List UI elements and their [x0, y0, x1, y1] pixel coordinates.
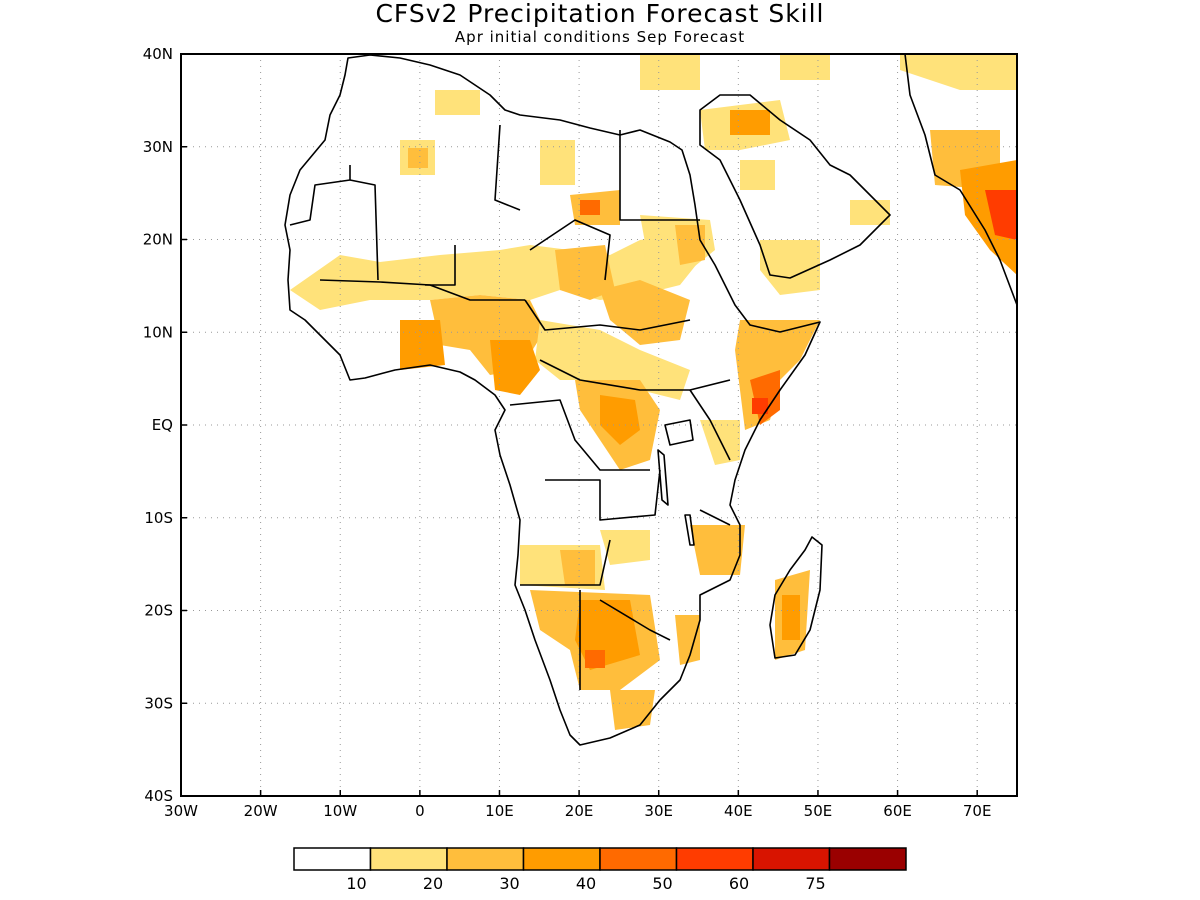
lat-tick-label: 40N — [143, 45, 173, 63]
patch-cameroon — [490, 340, 540, 395]
colorbar-swatch — [599, 847, 678, 871]
lat-tick-label: 10S — [144, 509, 173, 527]
india-coastline — [904, 53, 1018, 306]
colorbar-swatch — [522, 847, 601, 871]
madagascar-coastline — [769, 536, 823, 659]
lon-tick-label: 20E — [565, 802, 594, 820]
colorbar-swatch — [752, 847, 831, 871]
patch-arabia-2 — [760, 240, 820, 295]
sahel-border-1 — [319, 279, 525, 301]
patch-central-1 — [535, 320, 690, 400]
sahel-border-2 — [524, 299, 691, 331]
east-border-1 — [689, 389, 731, 461]
patch-angola-2 — [560, 550, 595, 585]
patch-botswana-red — [585, 650, 605, 668]
patch-south-africa — [610, 690, 655, 730]
sahel-border-3 — [539, 359, 731, 391]
colorbar-label: 20 — [423, 874, 443, 893]
lon-tick-label: 50E — [804, 802, 833, 820]
patch-east-africa — [700, 420, 740, 465]
colorbar-label: 75 — [805, 874, 825, 893]
lat-tick-label: 30N — [143, 138, 173, 156]
lake-victoria — [664, 419, 694, 446]
sahara-border-6 — [529, 219, 611, 281]
patch-libya-core — [580, 200, 600, 215]
patch-north-1 — [435, 90, 480, 115]
map-axes: 30W 20W 10W 0 10E 20E 30E 40E 50E 60E 70E 40N 30N 20N… — [143, 45, 992, 820]
east-border-2 — [699, 509, 731, 526]
sahara-border-2 — [349, 179, 379, 281]
sahara-border-3 — [425, 245, 456, 286]
colorbar-label: 40 — [576, 874, 596, 893]
lon-tick-label: 0 — [415, 802, 425, 820]
patch-india-1 — [900, 54, 1017, 90]
southern-border-1 — [520, 539, 611, 586]
patch-north-2 — [540, 140, 575, 185]
sahara-border-1 — [289, 165, 351, 226]
lon-tick-label: 20W — [244, 802, 278, 820]
patch-madagascar-core — [782, 595, 800, 640]
colorbar-label: 50 — [652, 874, 672, 893]
sahara-border-5 — [619, 130, 700, 221]
patch-india-core — [985, 190, 1017, 240]
patch-arabia-3 — [850, 200, 890, 225]
patch-mideast-core — [730, 110, 770, 135]
patch-nigeria — [400, 320, 445, 370]
patch-algeria-core — [408, 148, 428, 168]
lake-malawi — [684, 514, 695, 546]
page-title: CFSv2 Precipitation Forecast Skill — [375, 0, 825, 28]
lon-tick-label: 30E — [644, 802, 673, 820]
colorbar-label: 30 — [499, 874, 519, 893]
colorbar-label: 60 — [729, 874, 749, 893]
lat-tick-label: 40S — [144, 787, 173, 805]
patch-arabia-1 — [740, 160, 775, 190]
lat-tick-label: EQ — [152, 416, 173, 434]
skill-shading — [290, 54, 1017, 730]
patch-horn-red — [752, 398, 768, 414]
lon-tick-label: 10W — [323, 802, 357, 820]
lon-tick-label: 10E — [485, 802, 514, 820]
colorbar-swatch — [828, 847, 907, 871]
patch-congo-core — [600, 395, 640, 445]
map-border — [180, 53, 1018, 797]
sahara-border-4 — [494, 124, 521, 211]
coastlines — [230, 53, 1018, 746]
patch-iran — [640, 54, 700, 90]
lon-tick-label: 70E — [963, 802, 992, 820]
lat-tick-label: 10N — [143, 323, 173, 341]
patch-sahel-3 — [600, 280, 690, 345]
lon-tick-label: 30W — [164, 802, 198, 820]
lon-tick-label: 40E — [724, 802, 753, 820]
colorbar-label: 10 — [346, 874, 366, 893]
patch-mozambique-2 — [675, 615, 700, 665]
lat-tick-label: 20N — [143, 231, 173, 249]
arabia-coastline — [699, 94, 891, 279]
patch-sudan-core — [675, 225, 705, 265]
lat-tick-label: 20S — [144, 602, 173, 620]
lake-tanganyika — [657, 449, 669, 506]
colorbar-swatch — [675, 847, 754, 871]
patch-india-2 — [960, 160, 1017, 275]
patch-iran-2 — [780, 54, 830, 80]
colorbar: 10 20 30 40 50 60 75 — [293, 847, 907, 893]
patch-zambia — [600, 530, 650, 565]
colorbar-swatch — [293, 847, 372, 871]
colorbar-swatch — [446, 847, 525, 871]
colorbar-swatch — [369, 847, 448, 871]
central-border-1 — [509, 399, 650, 471]
southern-border-3 — [599, 599, 671, 641]
page-subtitle: Apr initial conditions Sep Forecast — [454, 28, 746, 46]
patch-mozambique — [690, 525, 745, 575]
patch-sahel-2 — [555, 245, 615, 300]
lon-tick-label: 60E — [883, 802, 912, 820]
central-border-2 — [545, 469, 661, 521]
lat-tick-label: 30S — [144, 694, 173, 712]
africa-coastline — [284, 54, 821, 746]
